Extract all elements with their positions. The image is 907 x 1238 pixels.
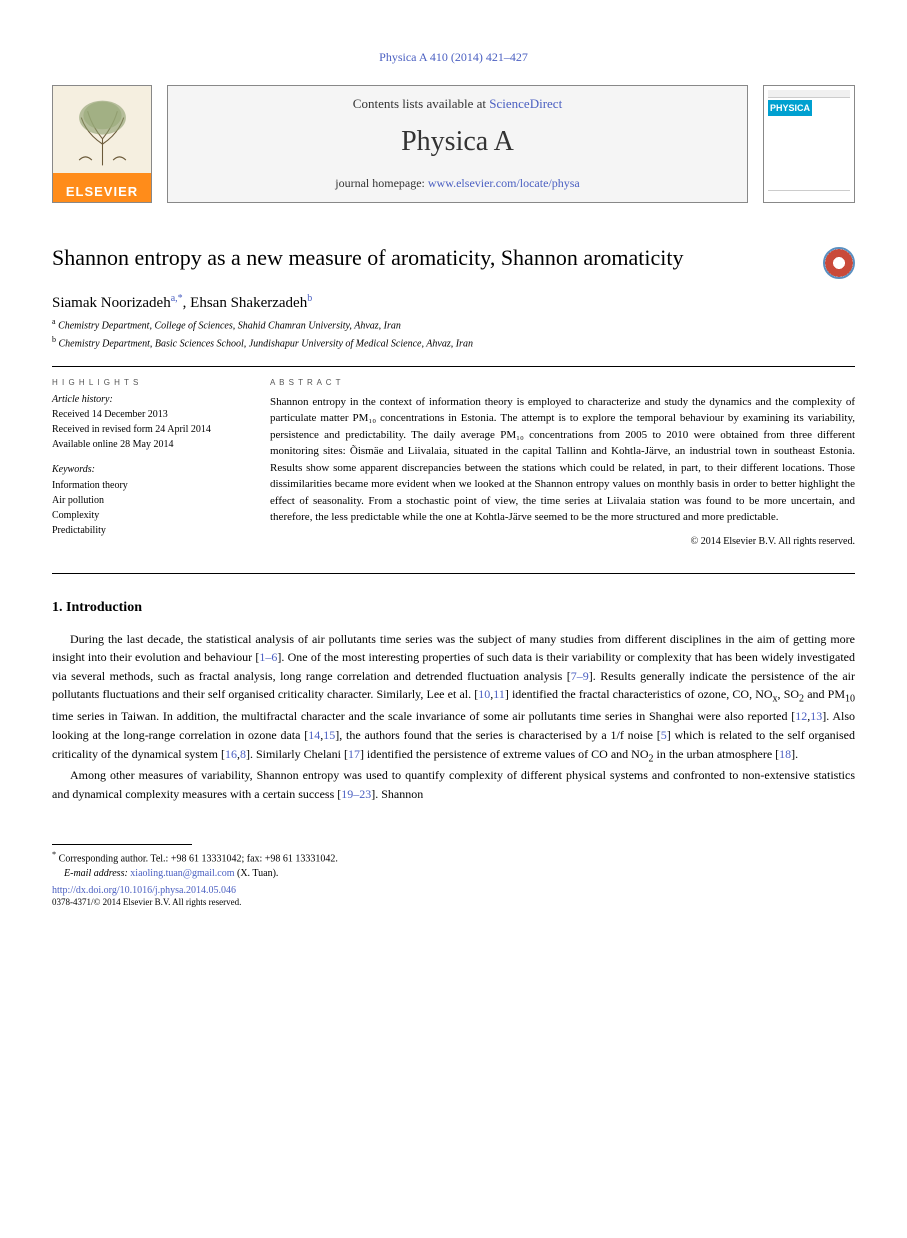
homepage-link[interactable]: www.elsevier.com/locate/physa xyxy=(428,176,580,190)
author-2: , Ehsan Shakerzadeh xyxy=(183,295,308,311)
meta-row: H I G H L I G H T S Article history: Rec… xyxy=(52,367,855,559)
elsevier-logo[interactable]: ELSEVIER xyxy=(52,85,152,203)
ref-link-7-9[interactable]: 7–9 xyxy=(571,669,589,683)
history-item-3: Available online 28 May 2014 xyxy=(52,437,252,452)
keyword-2: Complexity xyxy=(52,508,252,523)
footnote-correspondence: * Corresponding author. Tel.: +98 61 133… xyxy=(52,849,855,866)
footnote-rule xyxy=(52,844,192,845)
homepage-line: journal homepage: www.elsevier.com/locat… xyxy=(168,176,747,191)
ref-link-12[interactable]: 12 xyxy=(795,709,807,723)
journal-info-box: Contents lists available at ScienceDirec… xyxy=(167,85,748,203)
abstract-text: Shannon entropy in the context of inform… xyxy=(270,394,855,526)
authors-line: Siamak Noorizadeha,*, Ehsan Shakerzadehb xyxy=(52,293,855,312)
ref-link-13[interactable]: 13 xyxy=(810,709,822,723)
affiliation-a: a Chemistry Department, College of Scien… xyxy=(52,316,855,333)
divider-bottom xyxy=(52,573,855,574)
cover-physica-label: PHYSICA xyxy=(768,100,812,116)
cover-footer-bar xyxy=(768,190,850,198)
bottom-copyright: 0378-4371/© 2014 Elsevier B.V. All right… xyxy=(52,897,855,907)
body-paragraph-2: Among other measures of variability, Sha… xyxy=(52,766,855,803)
body-paragraph-1: During the last decade, the statistical … xyxy=(52,630,855,767)
footnote-email: E-mail address: xiaoling.tuan@gmail.com … xyxy=(52,866,855,881)
article-history: H I G H L I G H T S Article history: Rec… xyxy=(52,367,252,559)
ref-link-10[interactable]: 10 xyxy=(478,687,490,701)
section-heading: 1. Introduction xyxy=(52,600,855,616)
citation-header: Physica A 410 (2014) 421–427 xyxy=(52,50,855,65)
ref-link-16[interactable]: 16 xyxy=(225,747,237,761)
keywords-label: Keywords: xyxy=(52,462,252,477)
citation-link[interactable]: Physica A 410 (2014) 421–427 xyxy=(379,50,528,64)
article-title: Shannon entropy as a new measure of arom… xyxy=(52,243,823,273)
cover-header-bar xyxy=(768,90,850,98)
history-title: H I G H L I G H T S xyxy=(52,377,252,389)
keyword-0: Information theory xyxy=(52,478,252,493)
contents-prefix: Contents lists available at xyxy=(353,96,489,111)
homepage-prefix: journal homepage: xyxy=(335,176,428,190)
ref-link-19-23[interactable]: 19–23 xyxy=(341,787,371,801)
doi-link[interactable]: http://dx.doi.org/10.1016/j.physa.2014.0… xyxy=(52,885,236,896)
email-label: E-mail address: xyxy=(64,868,130,879)
title-row: Shannon entropy as a new measure of arom… xyxy=(52,243,855,279)
author-1: Siamak Noorizadeh xyxy=(52,295,171,311)
abstract-block: A B S T R A C T Shannon entropy in the c… xyxy=(252,367,855,559)
author-affil-link-a[interactable]: a, xyxy=(171,293,178,304)
history-item-2: Received in revised form 24 April 2014 xyxy=(52,422,252,437)
journal-name: Physica A xyxy=(168,126,747,158)
abstract-copyright: © 2014 Elsevier B.V. All rights reserved… xyxy=(270,534,855,549)
history-item-1: Received 14 December 2013 xyxy=(52,407,252,422)
ref-link-1-6[interactable]: 1–6 xyxy=(259,650,277,664)
footnote-label: Corresponding author. Tel.: +98 61 13331… xyxy=(56,853,338,864)
ref-link-11[interactable]: 11 xyxy=(493,687,505,701)
email-link[interactable]: xiaoling.tuan@gmail.com xyxy=(130,868,234,879)
ref-link-5[interactable]: 5 xyxy=(661,728,667,742)
history-item-0: Article history: xyxy=(52,392,252,407)
doi-line: http://dx.doi.org/10.1016/j.physa.2014.0… xyxy=(52,885,855,896)
page-container: Physica A 410 (2014) 421–427 ELSEVIER Co… xyxy=(0,0,907,957)
cover-body xyxy=(768,116,850,176)
email-suffix: (X. Tuan). xyxy=(235,868,279,879)
abstract-title: A B S T R A C T xyxy=(270,377,855,389)
elsevier-tree-icon xyxy=(53,86,151,181)
ref-link-14[interactable]: 14 xyxy=(308,728,320,742)
affiliation-b: b Chemistry Department, Basic Sciences S… xyxy=(52,334,855,351)
sciencedirect-link[interactable]: ScienceDirect xyxy=(489,96,562,111)
keyword-3: Predictability xyxy=(52,523,252,538)
author-affil-link-b[interactable]: b xyxy=(307,293,312,304)
contents-line: Contents lists available at ScienceDirec… xyxy=(168,96,747,112)
affil-text-a: Chemistry Department, College of Science… xyxy=(56,320,401,331)
keyword-1: Air pollution xyxy=(52,493,252,508)
ref-link-18[interactable]: 18 xyxy=(779,747,791,761)
crossmark-icon[interactable] xyxy=(823,247,855,279)
journal-cover-thumbnail[interactable]: PHYSICA xyxy=(763,85,855,203)
ref-link-8[interactable]: 8 xyxy=(240,747,246,761)
ref-link-17[interactable]: 17 xyxy=(348,747,360,761)
journal-header: ELSEVIER Contents lists available at Sci… xyxy=(52,85,855,203)
elsevier-logo-text: ELSEVIER xyxy=(53,181,151,202)
ref-link-15[interactable]: 15 xyxy=(323,728,335,742)
affil-text-b: Chemistry Department, Basic Sciences Sch… xyxy=(56,339,473,350)
